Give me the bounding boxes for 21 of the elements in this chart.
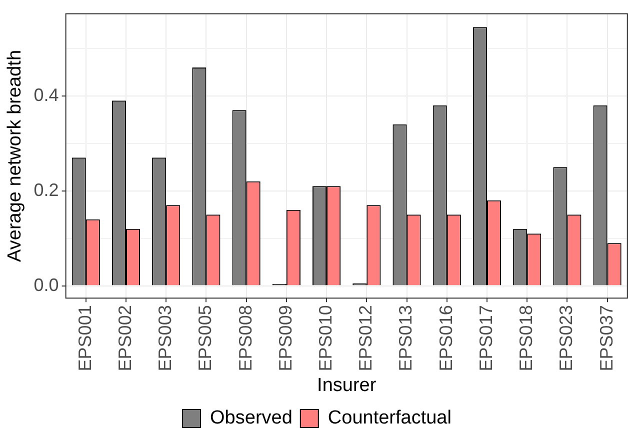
x-tick-label: EPS009 — [275, 305, 296, 372]
x-tick-label: EPS002 — [114, 305, 135, 372]
y-axis-title: Average network breadth — [4, 50, 26, 262]
y-tick-label: 0.2 — [34, 180, 59, 200]
x-tick-label: EPS017 — [476, 305, 496, 372]
x-axis-title: Insurer — [317, 374, 377, 396]
y-tick-label: 0.0 — [34, 274, 59, 295]
legend-label: Observed — [210, 408, 292, 429]
x-tick-label: EPS018 — [516, 305, 536, 372]
x-tick-label: EPS008 — [235, 305, 256, 372]
x-tick-label: EPS010 — [316, 305, 336, 372]
y-tick-label: 0.4 — [34, 84, 59, 105]
x-tick-label: EPS005 — [195, 305, 216, 372]
x-tick-label: EPS013 — [396, 305, 416, 372]
x-tick-label: EPS016 — [436, 305, 456, 372]
x-tick-label: EPS037 — [596, 305, 616, 372]
legend-label: Counterfactual — [328, 408, 452, 429]
x-tick-label: EPS012 — [356, 305, 376, 372]
x-tick-label: EPS023 — [556, 305, 576, 372]
x-tick-label: EPS001 — [74, 305, 95, 372]
x-tick-label: EPS003 — [155, 305, 176, 372]
